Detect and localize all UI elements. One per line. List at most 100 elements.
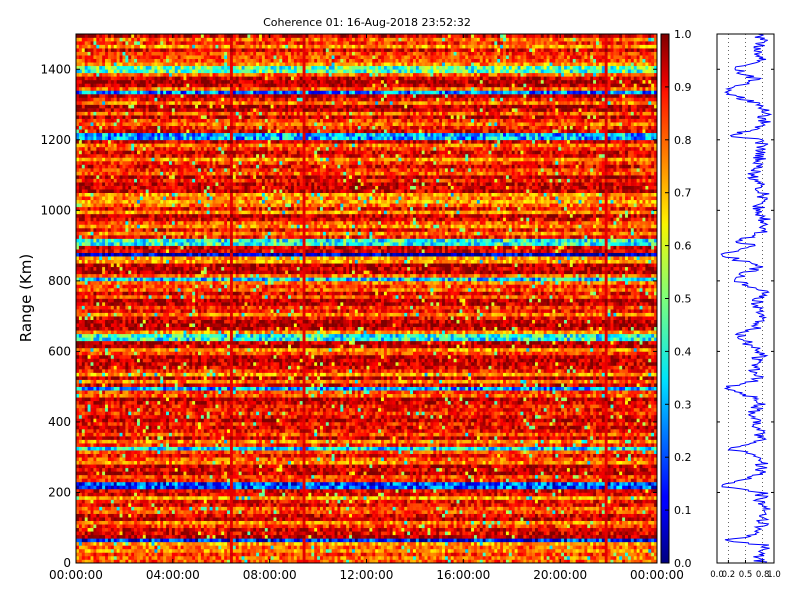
heatmap-cell — [566, 517, 571, 521]
heatmap-cell — [546, 503, 550, 507]
heatmap-cell — [232, 499, 237, 504]
heatmap-cell — [125, 541, 129, 546]
heatmap-cell — [488, 488, 492, 493]
heatmap-cell — [163, 517, 167, 521]
heatmap-cell — [526, 534, 530, 539]
heatmap-cell — [587, 541, 591, 546]
heatmap-cell — [427, 488, 431, 493]
heatmap-cell — [381, 513, 385, 518]
heatmap-cell — [285, 481, 289, 486]
heatmap-cell — [526, 545, 530, 550]
heatmap-cell — [383, 495, 388, 500]
heatmap-cell — [206, 503, 210, 507]
heatmap-cell — [439, 492, 443, 497]
heatmap-cell — [639, 534, 643, 539]
heatmap-cell — [105, 559, 109, 563]
heatmap-cell — [206, 538, 210, 543]
heatmap-cell — [401, 513, 405, 518]
heatmap-cell — [584, 524, 588, 529]
heatmap-cell — [616, 478, 620, 483]
heatmap-cell — [596, 545, 600, 550]
heatmap-cell — [627, 531, 632, 536]
heatmap-cell — [229, 513, 234, 518]
heatmap-cell — [282, 545, 286, 550]
heatmap-cell — [299, 488, 303, 493]
heatmap-cell — [386, 474, 391, 479]
heatmap-cell — [288, 499, 292, 504]
heatmap-cell — [145, 517, 149, 521]
heatmap-cell — [482, 555, 486, 560]
heatmap-cell — [648, 495, 652, 500]
heatmap-cell — [386, 541, 391, 546]
heatmap-cell — [238, 517, 242, 521]
heatmap-cell — [198, 474, 202, 479]
heatmap-cell — [305, 538, 309, 543]
heatmap-cell — [171, 552, 176, 557]
heatmap-cell — [349, 527, 353, 532]
heatmap-cell — [308, 548, 312, 553]
heatmap-cell — [154, 545, 158, 550]
heatmap-cell — [270, 499, 274, 504]
heatmap-cell — [430, 478, 434, 483]
heatmap-cell — [177, 552, 181, 557]
heatmap-cell — [264, 520, 269, 525]
heatmap-cell — [523, 503, 527, 507]
heatmap-cell — [575, 559, 579, 563]
heatmap-cell — [354, 548, 359, 553]
heatmap-cell — [430, 545, 434, 550]
heatmap-cell — [500, 559, 504, 563]
heatmap-cell — [128, 548, 132, 553]
heatmap-cell — [90, 481, 94, 486]
heatmap-cell — [456, 503, 460, 507]
heatmap-cell — [317, 559, 321, 563]
heatmap-cell — [412, 527, 417, 532]
heatmap-cell — [203, 527, 208, 532]
heatmap-cell — [363, 503, 367, 507]
heatmap-cell — [354, 520, 359, 525]
heatmap-cell — [381, 492, 385, 497]
heatmap-cell — [375, 517, 379, 521]
heatmap-cell — [381, 534, 385, 539]
heatmap-cell — [613, 541, 617, 546]
heatmap-cell — [308, 506, 312, 511]
heatmap-cell — [349, 552, 353, 557]
heatmap-cell — [276, 545, 280, 550]
heatmap-cell — [584, 552, 588, 557]
heatmap-cell — [575, 478, 579, 483]
heatmap-cell — [99, 545, 103, 550]
heatmap-cell — [357, 485, 361, 490]
heatmap-cell — [378, 559, 382, 563]
heatmap-cell — [450, 510, 454, 514]
heatmap-cell — [93, 559, 97, 563]
heatmap-cell — [183, 531, 187, 536]
heatmap-cell — [160, 488, 164, 493]
heatmap-cell — [601, 474, 605, 479]
heatmap-cell — [569, 541, 574, 546]
heatmap-cell — [421, 474, 425, 479]
heatmap-cell — [96, 555, 100, 560]
heatmap-cell — [195, 524, 199, 529]
heatmap-cell — [232, 555, 237, 560]
heatmap-cell — [154, 520, 158, 525]
heatmap-cell — [627, 492, 632, 497]
heatmap-cell — [209, 538, 213, 543]
heatmap-cell — [105, 495, 109, 500]
heatmap-cell — [134, 481, 138, 486]
heatmap-cell — [415, 555, 420, 560]
heatmap-cell — [418, 503, 422, 507]
heatmap-cell — [552, 485, 556, 490]
heatmap-cell — [340, 527, 344, 532]
heatmap-cell — [523, 478, 527, 483]
heatmap-cell — [209, 524, 213, 529]
heatmap-cell — [497, 548, 501, 553]
heatmap-cell — [450, 488, 454, 493]
heatmap-cell — [198, 520, 202, 525]
heatmap-cell — [354, 524, 359, 529]
heatmap-cell — [627, 503, 632, 507]
heatmap-cell — [468, 499, 472, 504]
heatmap-cell — [412, 495, 417, 500]
heatmap-cell — [87, 534, 91, 539]
heatmap-cell — [410, 527, 414, 532]
heatmap-cell — [87, 481, 91, 486]
heatmap-cell — [96, 541, 100, 546]
